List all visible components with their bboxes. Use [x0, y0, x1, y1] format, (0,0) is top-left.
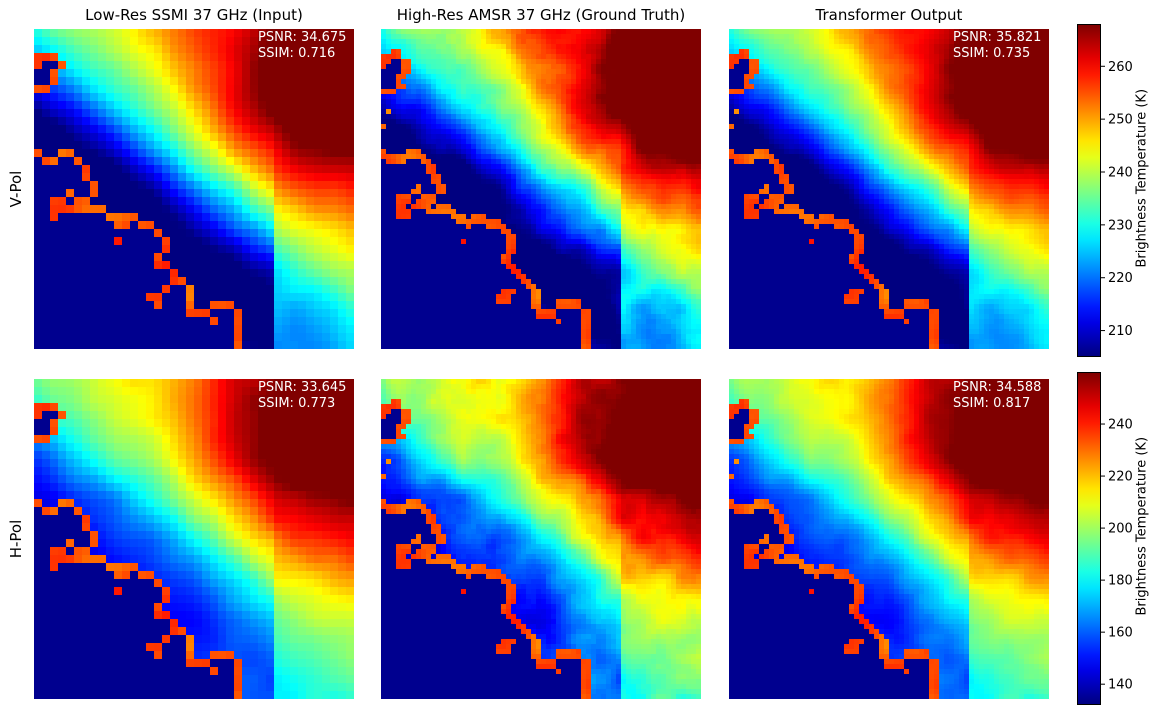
colorbar-tick-label: 240: [1108, 166, 1133, 181]
column-title-transformer: Transformer Output: [815, 6, 963, 24]
colorbar-hpol-label: Brightness Temperature (K): [1134, 436, 1150, 616]
column-title-ground-truth: High-Res AMSR 37 GHz (Ground Truth): [396, 6, 686, 24]
heatmap-vpol-ground-truth: [381, 29, 701, 349]
column-title-input: Low-Res SSMI 37 GHz (Input): [85, 6, 303, 24]
psnr-label: PSNR: 33.645: [258, 380, 347, 395]
colorbar-tick-label: 180: [1108, 574, 1133, 589]
psnr-label: PSNR: 34.675: [258, 30, 347, 45]
colorbar-tick-label: 200: [1108, 522, 1133, 537]
colorbar-tick-label: 250: [1108, 113, 1133, 128]
heatmap-hpol-ground-truth: [381, 379, 701, 699]
colorbar-tick-label: 140: [1108, 678, 1133, 693]
ssim-label: SSIM: 0.716: [258, 46, 336, 61]
colorbar-hpol: [1077, 372, 1101, 705]
colorbar-tick-label: 160: [1108, 626, 1133, 641]
heatmap-vpol-input: PSNR: 34.675 SSIM: 0.716: [34, 29, 354, 349]
row-label-hpol: H-Pol: [7, 519, 25, 559]
heatmap-vpol-transformer: PSNR: 35.821 SSIM: 0.735: [729, 29, 1049, 349]
colorbar-vpol-label: Brightness Temperature (K): [1134, 88, 1150, 268]
colorbar-tick-label: 220: [1108, 271, 1133, 286]
colorbar-tick-label: 260: [1108, 60, 1133, 75]
colorbar-vpol: [1077, 24, 1101, 357]
psnr-label: PSNR: 34.588: [953, 380, 1042, 395]
ssim-label: SSIM: 0.817: [953, 396, 1031, 411]
colorbar-tick-label: 220: [1108, 470, 1133, 485]
ssim-label: SSIM: 0.773: [258, 396, 336, 411]
colorbar-tick-label: 240: [1108, 418, 1133, 433]
row-label-vpol: V-Pol: [7, 170, 25, 208]
psnr-label: PSNR: 35.821: [953, 30, 1042, 45]
colorbar-tick-label: 230: [1108, 218, 1133, 233]
colorbar-tick-label: 210: [1108, 324, 1133, 339]
ssim-label: SSIM: 0.735: [953, 46, 1031, 61]
heatmap-hpol-input: PSNR: 33.645 SSIM: 0.773: [34, 379, 354, 699]
heatmap-hpol-transformer: PSNR: 34.588 SSIM: 0.817: [729, 379, 1049, 699]
